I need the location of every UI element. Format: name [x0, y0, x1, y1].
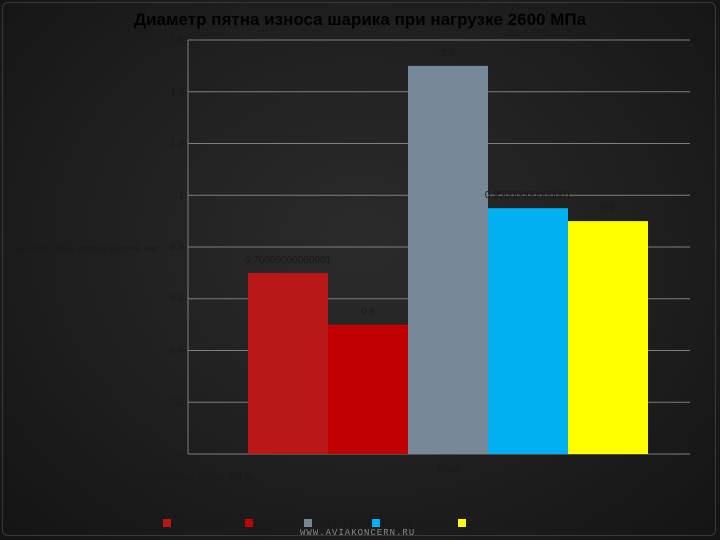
y-tick-label: 1.2: [170, 139, 184, 150]
bar-value-label: 0.95000000000001: [485, 190, 572, 201]
y-axis-title: Диаметр пятна износа шарика, мм: [12, 243, 157, 253]
y-tick-label: 0.6: [170, 294, 184, 305]
x-axis-title: Нагрузка δmax, МПа: [148, 471, 254, 483]
legend-swatch: [372, 519, 380, 527]
watermark: WWW.AVIAKONCERN.RU: [300, 528, 416, 538]
bar: [408, 65, 488, 454]
y-tick-label: 1.6: [170, 35, 184, 46]
bar-value-label: 0.5: [361, 307, 375, 318]
y-tick-label: 1.4: [170, 87, 184, 98]
bar: [568, 221, 648, 454]
y-tick-label: 0.4: [170, 346, 184, 357]
legend-label: Металлпакс-П: [173, 519, 239, 530]
bar: [488, 208, 568, 454]
y-tick-label: 0.8: [170, 242, 184, 253]
legend-swatch: [245, 519, 253, 527]
bar: [248, 272, 328, 454]
legend-label: GP219 Timken: [382, 519, 448, 530]
legend-swatch: [458, 519, 466, 527]
legend-label: Пума-МГ: [255, 519, 297, 530]
bar-value-label: 1.5: [441, 48, 455, 59]
legend-swatch: [163, 519, 171, 527]
x-tick-label: 2600: [437, 464, 460, 475]
chart-title: Диаметр пятна износа шарика при нагрузке…: [133, 10, 587, 29]
y-tick-label: 0.2: [170, 397, 184, 408]
bar-value-label: 0.9: [601, 203, 615, 214]
legend-label: Kluber BEM 41-132: [468, 519, 556, 530]
bar: [328, 324, 408, 454]
legend-swatch: [304, 519, 312, 527]
y-tick-label: 1: [178, 190, 184, 201]
legend-label: LGLT 2 SKF: [314, 519, 369, 530]
y-tick-label: 0: [178, 449, 184, 460]
bar-value-label: 0.70000000000001: [245, 255, 332, 266]
